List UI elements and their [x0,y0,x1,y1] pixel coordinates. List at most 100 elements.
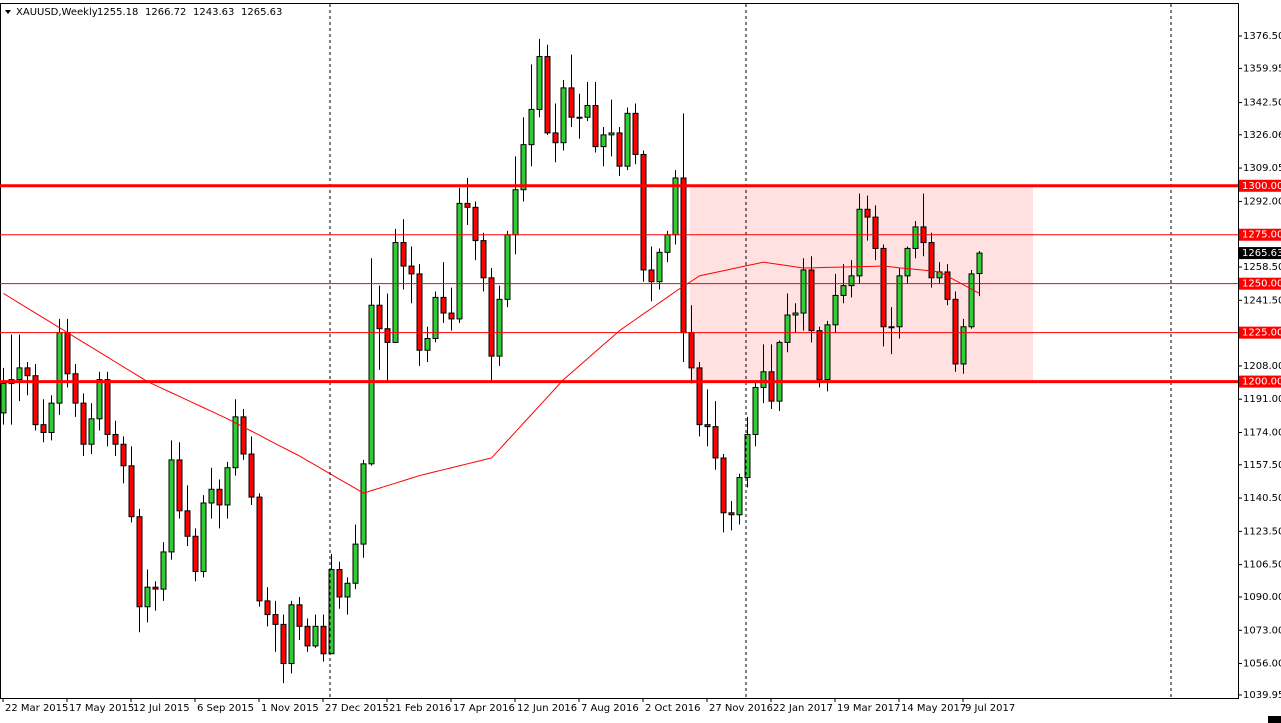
candle-body [744,433,751,479]
candle-body [752,386,759,435]
level-label-box [1239,375,1281,388]
candle-body [784,314,791,343]
y-tick-label: 1309.05 [1243,163,1281,174]
candle-body [768,371,775,402]
candle-body [128,465,135,518]
x-tick-label: 1 Nov 2015 [261,703,319,714]
candle-body [800,269,807,314]
y-tick-label: 1056.00 [1243,659,1281,670]
candle-body [264,600,271,616]
x-tick-label: 14 May 2017 [901,703,966,714]
candle-body [440,296,447,314]
header-open: 1255.18 [97,7,138,18]
candle-body [848,275,855,287]
candle-body [584,105,591,118]
y-tick-label: 1241.50 [1243,295,1281,306]
symbol-title: XAUUSD,Weekly [16,7,98,18]
x-tick-label: 12 Jul 2015 [133,703,190,714]
candle-body [112,433,119,445]
candle-body [72,373,79,404]
x-tick-label: 9 Jul 2017 [965,703,1015,714]
y-tick-label: 1359.95 [1243,63,1281,74]
candle-body [344,582,351,598]
candle-body [632,112,639,155]
plot-frame [0,3,1239,699]
candle-body [736,477,743,516]
level-label: 1225.00 [1242,328,1281,339]
candle-body [832,294,839,326]
candle-body [512,189,519,236]
candle-body [376,304,383,330]
y-tick-label: 1123.50 [1243,526,1281,537]
menu-triangle[interactable] [5,10,11,14]
x-tick-label: 2 Oct 2016 [645,703,700,714]
header-low: 1243.63 [193,7,234,18]
header-high: 1266.72 [145,7,186,18]
y-tick-label: 1157.50 [1243,460,1281,471]
y-tick-label: 1326.06 [1243,130,1281,141]
candle-body [952,298,959,365]
candle-body [0,383,7,414]
candle-body [680,177,687,334]
candle-body [88,418,95,445]
candle-body [640,153,647,271]
candle-body [152,586,159,590]
candle-body [312,625,319,647]
candle-body [104,379,111,435]
candle-body [24,367,31,377]
candle-body [560,87,567,144]
candle-body [528,108,535,146]
level-label: 1250.00 [1242,279,1281,290]
candle-body [928,242,935,279]
y-tick-label: 1090.00 [1243,592,1281,603]
candle-body [760,371,767,388]
candle-body [160,551,167,590]
plot-layer [0,38,1033,684]
candle-body [576,116,583,119]
x-tick-label: 27 Dec 2015 [325,703,389,714]
candle-body [40,424,47,433]
candle-body [176,459,183,512]
header-close: 1265.63 [241,7,282,18]
moving-average [3,261,980,494]
y-tick-label: 1191.00 [1243,394,1281,405]
candle-body [464,202,471,208]
candle-body [456,202,463,320]
x-tick-label: 17 May 2015 [69,703,134,714]
candle-body [352,543,359,584]
x-tick-label: 7 Aug 2016 [581,703,639,714]
candle-body [144,586,151,608]
candle-body [120,443,127,467]
level-label-box [1239,326,1281,339]
candle-body [80,402,87,445]
candle-body [552,132,559,144]
x-tick-label: 22 Jan 2017 [773,703,833,714]
candle-body [432,296,439,340]
candle-body [32,375,39,426]
candle-body [256,496,263,602]
candle-body [336,569,343,598]
x-tick-label: 27 Nov 2016 [709,703,773,714]
candle-body [888,326,895,329]
candle-body [208,488,215,504]
candle-body [192,535,199,573]
candle-body [696,367,703,426]
x-tick-label: 22 Mar 2015 [5,703,68,714]
x-tick-label: 6 Sep 2015 [197,703,254,714]
candle-body [184,510,191,537]
candle-body [704,424,711,428]
level-label-box [1239,179,1281,192]
candle-body [968,273,975,328]
candle-body [392,242,399,343]
scroll-marker [1268,716,1281,723]
candle-body [976,252,983,275]
y-tick-label: 1208.00 [1243,361,1281,372]
candle-body [400,242,407,267]
candle-body [904,247,911,277]
candle-body [600,134,607,148]
candle-body [448,312,455,320]
candle-body [496,298,503,357]
candle-body [912,226,919,249]
candle-body [296,604,303,627]
